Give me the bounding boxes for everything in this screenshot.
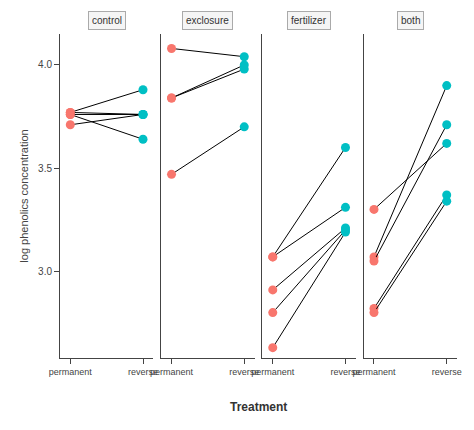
svg-text:fertilizer: fertilizer [291,15,327,26]
svg-text:permanent: permanent [251,367,295,377]
svg-text:reverse: reverse [330,367,360,377]
svg-text:log phenolics concentration: log phenolics concentration [18,129,30,262]
svg-text:reverse: reverse [128,367,158,377]
svg-text:4.0: 4.0 [38,59,52,70]
svg-text:permanent: permanent [352,367,396,377]
svg-text:Treatment: Treatment [230,400,287,414]
svg-text:both: both [401,15,420,26]
svg-text:3.0: 3.0 [38,266,52,277]
svg-text:permanent: permanent [49,367,93,377]
svg-text:control: control [92,15,122,26]
svg-text:exclosure: exclosure [186,15,229,26]
svg-text:reverse: reverse [432,367,462,377]
svg-text:permanent: permanent [150,367,194,377]
svg-text:3.5: 3.5 [38,163,52,174]
svg-text:reverse: reverse [229,367,259,377]
